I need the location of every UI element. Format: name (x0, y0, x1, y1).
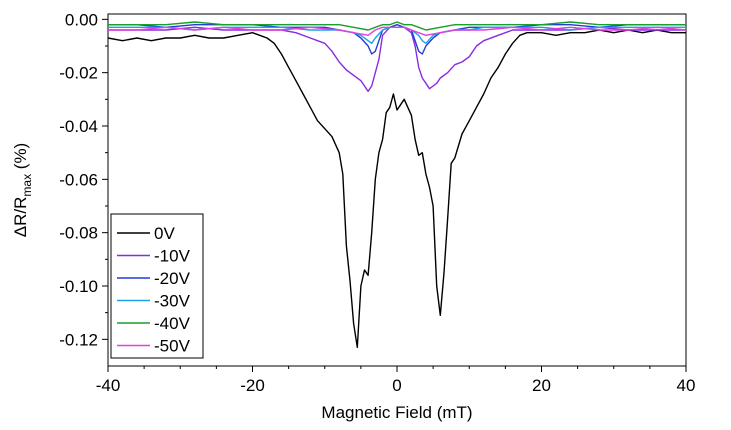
series-line-4 (108, 21, 686, 31)
y-tick-label-2: -0.04 (59, 117, 98, 136)
y-tick-label-1: -0.02 (59, 64, 98, 83)
y-tick-label-0: 0.00 (65, 10, 98, 29)
y-tick-label-5: -0.10 (59, 277, 98, 296)
x-tick-label-3: 20 (532, 376, 551, 395)
y-tick-label-3: -0.06 (59, 170, 98, 189)
plot-area (107, 13, 687, 367)
legend-label-0: 0V (154, 224, 175, 243)
y-axis-title-subscript: max (20, 174, 34, 197)
y-axis: 0.00 -0.02 -0.04 -0.06 -0.08 -0.10 -0.12 (59, 10, 108, 349)
series-line-5 (108, 26, 687, 36)
x-axis: -40 -20 0 20 40 (96, 366, 696, 395)
y-tick-label-4: -0.08 (59, 224, 98, 243)
y-axis-title-main: ΔR/R (11, 197, 30, 238)
y-axis-title-unit: (%) (11, 143, 30, 174)
legend-label-2: -20V (154, 269, 191, 288)
x-tick-label-0: -40 (96, 376, 121, 395)
legend-label-5: -50V (154, 337, 191, 356)
x-tick-label-2: 0 (392, 376, 401, 395)
x-tick-label-1: -20 (240, 376, 265, 395)
x-tick-label-4: 40 (677, 376, 696, 395)
series-layer (107, 21, 687, 348)
x-axis-title: Magnetic Field (mT) (321, 403, 472, 422)
series-line-0 (107, 29, 686, 348)
y-axis-title: ΔR/Rmax (%) (11, 143, 34, 237)
legend: 0V -10V -20V -30V -40V -50V (110, 213, 204, 359)
legend-box (110, 213, 204, 359)
y-tick-label-6: -0.12 (59, 330, 98, 349)
legend-label-4: -40V (154, 314, 191, 333)
legend-label-3: -30V (154, 292, 191, 311)
legend-label-1: -10V (154, 247, 191, 266)
